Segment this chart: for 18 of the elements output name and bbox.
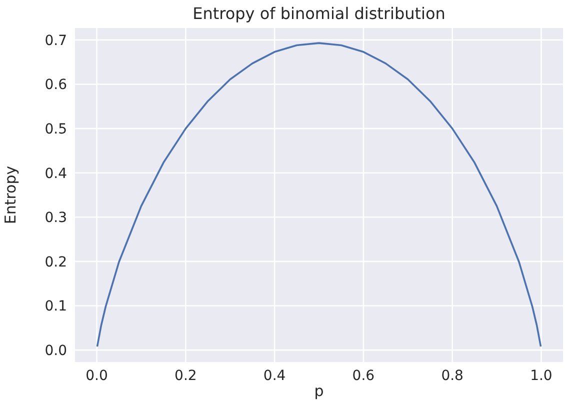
y-tick-label: 0.5 [44, 122, 67, 138]
x-tick-label: 0.8 [441, 368, 464, 384]
x-tick-label: 0.6 [352, 368, 375, 384]
y-tick-label: 0.4 [44, 166, 68, 182]
y-tick-label: 0.3 [44, 210, 67, 226]
x-axis-title: p [314, 382, 324, 400]
y-tick-label: 0.7 [44, 32, 67, 49]
chart-title: Entropy of binomial distribution [192, 4, 446, 23]
y-tick-label: 0.6 [44, 77, 68, 94]
x-tick-label: 0.4 [263, 368, 286, 384]
y-tick-label: 0.0 [44, 343, 67, 360]
y-tick-label: 0.2 [44, 254, 67, 270]
x-tick-label: 0.2 [174, 368, 197, 384]
y-tick-label: 0.1 [44, 298, 67, 315]
x-tick-label: 1.0 [530, 368, 552, 384]
x-tick-label: 0.0 [86, 368, 108, 384]
y-axis-title: Entropy [1, 166, 20, 224]
line-series [96, 42, 542, 348]
